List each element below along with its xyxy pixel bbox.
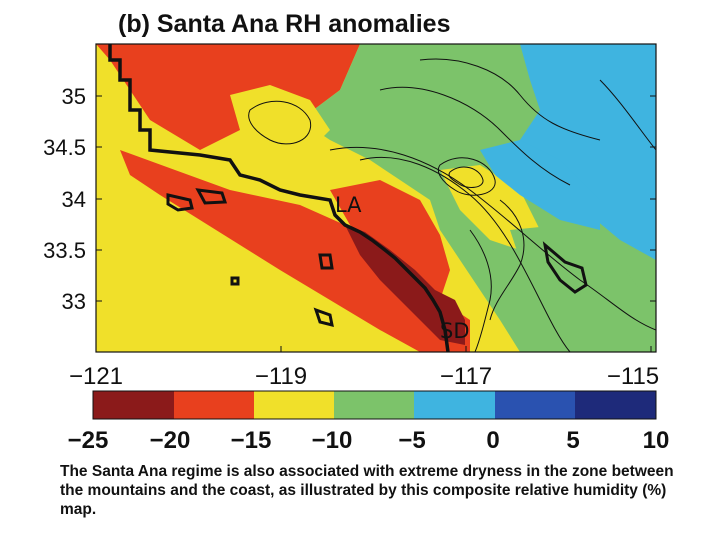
colorbar-cell xyxy=(254,391,334,419)
blue-region xyxy=(505,44,656,260)
blue-patch xyxy=(480,140,600,230)
colorbar-cell xyxy=(495,391,575,419)
x-tick-label: −115 xyxy=(606,363,660,390)
colorbar-cell xyxy=(93,391,174,419)
contour-lines xyxy=(248,58,656,352)
green-patch xyxy=(510,225,640,340)
caption: The Santa Ana regime is also associated … xyxy=(60,463,674,518)
colorbar-cell xyxy=(414,391,495,419)
x-tick-label: −119 xyxy=(254,363,308,390)
axis-ticks xyxy=(95,95,656,352)
colorbar-cell xyxy=(334,391,414,419)
colorbar xyxy=(92,390,657,420)
map-frame xyxy=(95,43,657,353)
y-tick-label: 34.5 xyxy=(43,135,86,160)
colorbar-cell xyxy=(575,391,656,419)
y-tick-label: 34 xyxy=(61,187,86,212)
y-tick-label: 35 xyxy=(61,84,86,109)
colorbar-label: 10 xyxy=(642,427,670,454)
coastline xyxy=(108,44,450,352)
colorbar-label: −10 xyxy=(311,427,353,454)
islands xyxy=(166,188,588,328)
dark-red-region xyxy=(345,225,465,345)
la-label: LA xyxy=(335,193,362,217)
colorbar-label: −20 xyxy=(149,427,191,454)
x-tick-label: −117 xyxy=(439,363,493,390)
colorbar-label: 5 xyxy=(566,427,580,454)
colorbar-label: −5 xyxy=(398,427,426,454)
colorbar-cell xyxy=(174,391,254,419)
map-title: (b) Santa Ana RH anomalies xyxy=(118,10,451,38)
yellow-pocket xyxy=(230,85,330,150)
colorbar-label: −25 xyxy=(67,427,109,454)
red-patch xyxy=(330,180,450,300)
y-tick-label: 33.5 xyxy=(43,238,86,263)
colorbar-label: 0 xyxy=(486,427,500,454)
x-tick-label: −121 xyxy=(68,363,124,390)
y-tick-label: 33 xyxy=(61,289,86,314)
colorbar-label: −15 xyxy=(230,427,272,454)
sd-label: SD xyxy=(440,319,470,343)
